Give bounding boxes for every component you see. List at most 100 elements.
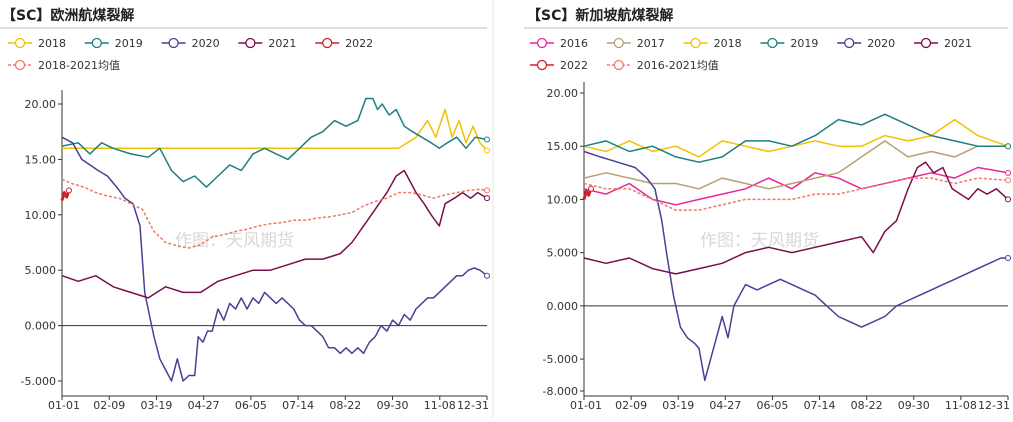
y-tick-label: -8.000 bbox=[543, 385, 578, 398]
legend-item-2022[interactable]: 2022 bbox=[315, 37, 373, 50]
series-end-marker bbox=[65, 187, 72, 194]
x-tick-label: 01-01 bbox=[570, 399, 602, 412]
y-tick-label: -5.000 bbox=[21, 375, 56, 388]
x-tick-label: 02-09 bbox=[615, 399, 647, 412]
x-tick-label: 07-14 bbox=[282, 399, 314, 412]
x-tick-label: 12-31 bbox=[457, 399, 489, 412]
watermark: 作图：天风期货 bbox=[175, 231, 294, 251]
legend-label: 2016 bbox=[560, 37, 588, 50]
legend: 2018 2019 2020 2021 2022 2018-2021均值 bbox=[8, 37, 373, 72]
y-tick-label: 15.00 bbox=[25, 153, 57, 166]
series-end-marker bbox=[484, 136, 490, 143]
legend-item-2020[interactable]: 2020 bbox=[837, 37, 895, 50]
legend-label: 2017 bbox=[637, 37, 665, 50]
legend-item-2019[interactable]: 2019 bbox=[84, 37, 143, 50]
series-line-2020 bbox=[583, 150, 1008, 382]
series-line-2020 bbox=[61, 136, 488, 382]
x-tick-label: 04-27 bbox=[188, 399, 220, 412]
legend-swatch-marker bbox=[844, 37, 855, 49]
legend-swatch-marker bbox=[767, 37, 778, 49]
series-line-2018-2021均值 bbox=[61, 178, 488, 249]
legend-item-2021[interactable]: 2021 bbox=[914, 37, 972, 50]
legend-label: 2018-2021均值 bbox=[38, 59, 120, 72]
europe-jet-crack-chart: 【SC】欧洲航煤裂解 2018 2019 2020 2021 2022 2018-2021… bbox=[0, 0, 494, 418]
series-line-2016 bbox=[583, 166, 1009, 206]
legend-item-2018[interactable]: 2018 bbox=[683, 37, 742, 50]
series-end-marker bbox=[587, 185, 594, 192]
x-tick-label: 06-05 bbox=[756, 399, 788, 412]
legend-swatch-marker bbox=[920, 37, 932, 49]
x-tick-label: 07-14 bbox=[804, 399, 836, 412]
legend-swatch-marker bbox=[168, 37, 179, 49]
legend-label: 2020 bbox=[867, 37, 895, 50]
legend-swatch-marker bbox=[613, 59, 624, 71]
legend-item-2020[interactable]: 2020 bbox=[161, 37, 220, 50]
plot-area: -5.000 0.000 5.000 10.00 15.00 20.00 01-01 02-0… bbox=[21, 90, 490, 412]
legend-item-2017[interactable]: 2017 bbox=[606, 37, 665, 50]
y-tick-label: 10.00 bbox=[547, 193, 579, 206]
series-end-marker bbox=[484, 272, 490, 279]
series-end-marker bbox=[484, 147, 490, 154]
legend-label: 2021 bbox=[944, 37, 972, 50]
x-tick-label: 11-08 bbox=[424, 399, 456, 412]
x-tick-label: 04-27 bbox=[709, 399, 741, 412]
legend-label: 2021 bbox=[268, 37, 296, 50]
legend-swatch-marker bbox=[322, 37, 333, 49]
y-tick-label: 5.000 bbox=[547, 247, 579, 260]
series-end-marker bbox=[1005, 169, 1011, 176]
y-tick-label: -5.000 bbox=[543, 353, 578, 366]
series-end-marker bbox=[1005, 196, 1011, 203]
legend-swatch-marker bbox=[245, 37, 256, 49]
series-line-2022 bbox=[582, 188, 593, 200]
legend: 2016 2017 2018 2019 2020 2021 2022 2016-2021均值 bbox=[530, 37, 972, 72]
y-tick-label: 0.000 bbox=[25, 320, 57, 333]
y-tick-label: 5.000 bbox=[25, 264, 57, 277]
y-tick-label: 20.00 bbox=[547, 87, 579, 100]
series-line-2021 bbox=[583, 161, 1009, 275]
y-tick-label: 15.00 bbox=[547, 140, 579, 153]
legend-label: 2022 bbox=[560, 59, 588, 72]
series-line-2022 bbox=[60, 189, 71, 201]
x-tick-label: 09-30 bbox=[898, 399, 930, 412]
legend-label: 2022 bbox=[345, 37, 373, 50]
chart-title: 【SC】欧洲航煤裂解 bbox=[2, 7, 134, 24]
legend-item-2018-2021均值[interactable]: 2018-2021均值 bbox=[8, 59, 120, 72]
legend-item-2018[interactable]: 2018 bbox=[8, 37, 66, 50]
x-tick-label: 09-30 bbox=[377, 399, 409, 412]
x-tick-label: 08-22 bbox=[851, 399, 883, 412]
legend-label: 2018 bbox=[38, 37, 66, 50]
legend-item-2016-2021均值[interactable]: 2016-2021均值 bbox=[606, 59, 719, 72]
legend-swatch-marker bbox=[536, 59, 548, 71]
series-line-2019 bbox=[61, 97, 488, 188]
legend-label: 2016-2021均值 bbox=[637, 59, 719, 72]
y-tick-label: 20.00 bbox=[25, 98, 57, 111]
y-tick-label: 0.000 bbox=[547, 300, 579, 313]
legend-swatch-marker bbox=[613, 37, 624, 49]
x-tick-label: 08-22 bbox=[329, 399, 361, 412]
x-tick-label: 06-05 bbox=[235, 399, 267, 412]
y-tick-label: 10.00 bbox=[25, 209, 57, 222]
series-line-2017 bbox=[583, 140, 1008, 190]
legend-swatch-marker bbox=[14, 59, 26, 71]
legend-label: 2019 bbox=[115, 37, 143, 50]
x-tick-label: 02-09 bbox=[93, 399, 125, 412]
legend-item-2016[interactable]: 2016 bbox=[530, 37, 588, 50]
series-line-2021 bbox=[61, 169, 488, 299]
watermark: 作图：天风期货 bbox=[700, 231, 819, 251]
x-tick-label: 11-08 bbox=[945, 399, 977, 412]
series-end-marker bbox=[484, 187, 490, 194]
chart-title: 【SC】新加坡航煤裂解 bbox=[527, 7, 673, 24]
legend-swatch-marker bbox=[14, 37, 26, 49]
legend-item-2022[interactable]: 2022 bbox=[530, 59, 588, 72]
x-tick-label: 12-31 bbox=[978, 399, 1010, 412]
legend-swatch-marker bbox=[690, 37, 701, 49]
plot-area: -8.000 -5.000 0.000 5.000 10.00 15.00 20.00 01-… bbox=[543, 82, 1011, 412]
legend-item-2021[interactable]: 2021 bbox=[238, 37, 296, 50]
legend-swatch-marker bbox=[91, 37, 102, 49]
legend-label: 2018 bbox=[714, 37, 742, 50]
legend-label: 2019 bbox=[790, 37, 818, 50]
series-end-marker bbox=[1005, 177, 1011, 184]
legend-item-2019[interactable]: 2019 bbox=[760, 37, 818, 50]
singapore-jet-crack-chart: 【SC】新加坡航煤裂解 2016 2017 2018 2019 2020 2021 2022… bbox=[524, 7, 1011, 412]
